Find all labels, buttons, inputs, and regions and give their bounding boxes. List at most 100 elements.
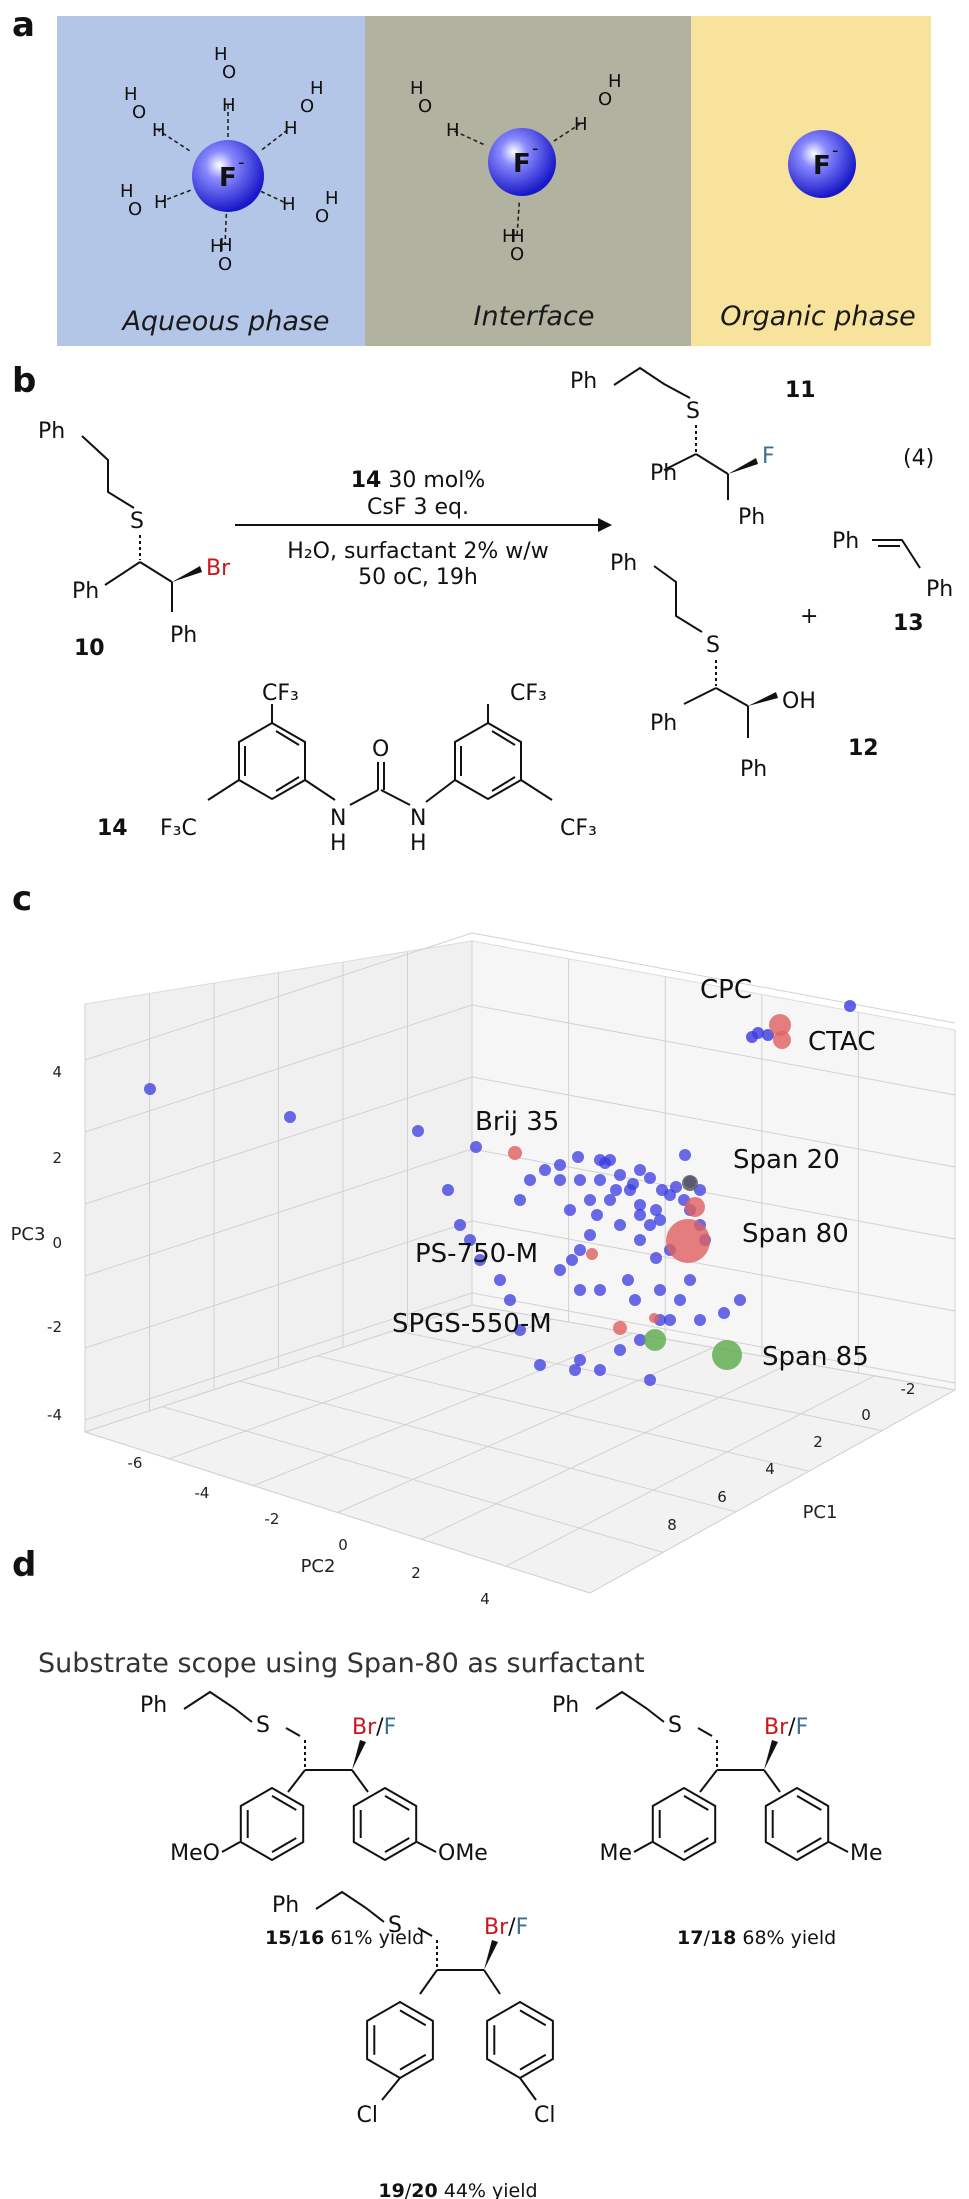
svg-text:F: F <box>813 151 831 181</box>
y-tick-label: 2 <box>813 1433 823 1451</box>
condition-temperature: 50 oC, 19h <box>358 565 478 590</box>
water-hydrogen: H <box>502 226 516 247</box>
screened-surfactant-point <box>604 1194 616 1206</box>
screened-surfactant-point <box>574 1174 586 1186</box>
screened-surfactant-point <box>654 1214 666 1226</box>
point-label: Span 85 <box>762 1342 869 1372</box>
svg-text:Ph: Ph <box>832 529 859 554</box>
svg-text:Cl: Cl <box>534 2103 555 2128</box>
screened-surfactant-point <box>670 1181 682 1193</box>
screened-surfactant-point <box>684 1274 696 1286</box>
screened-surfactant-point <box>454 1219 466 1231</box>
svg-text:Br/F: Br/F <box>764 1715 808 1740</box>
svg-text:S: S <box>686 399 700 424</box>
screened-surfactant-point <box>470 1141 482 1153</box>
x-tick-label: 4 <box>480 1590 490 1608</box>
labeled-point-cpc <box>769 1014 791 1036</box>
hydrogen-bond <box>157 129 190 152</box>
svg-text:Me: Me <box>599 1841 632 1866</box>
product-11: Ph S Ph F Ph 11 <box>570 366 816 530</box>
axis-label-y: PC1 <box>803 1502 838 1523</box>
svg-text:S: S <box>256 1713 270 1738</box>
panel-a-letter: a <box>12 5 35 45</box>
screened-surfactant-point <box>610 1184 622 1196</box>
svg-text:Br/F: Br/F <box>352 1715 396 1740</box>
reactant-10: Ph S Ph Br Ph 10 <box>38 419 231 661</box>
svg-text:S: S <box>706 633 720 658</box>
svg-text:H: H <box>330 831 347 856</box>
point-label: PS-750-M <box>415 1239 538 1269</box>
svg-text:14: 14 <box>97 816 128 841</box>
water-hydrogen: H <box>214 44 228 65</box>
screened-surfactant-point <box>629 1294 641 1306</box>
svg-text:OH: OH <box>782 689 816 714</box>
svg-text:S: S <box>388 1913 402 1938</box>
water-hydrogen: H <box>219 235 233 256</box>
screened-surfactant-point <box>614 1169 626 1181</box>
condition-catalyst: 14 30 mol% <box>351 468 486 493</box>
screened-surfactant-point <box>614 1344 626 1356</box>
svg-text:Me: Me <box>850 1841 883 1866</box>
water-hydrogen: H <box>124 84 138 105</box>
y-tick-label: 6 <box>717 1488 727 1506</box>
water-hydrogen: H <box>325 188 339 209</box>
z-tick-label: -2 <box>47 1318 62 1336</box>
panel-d-letter: d <box>12 1545 36 1585</box>
y-tick-label: -2 <box>901 1380 916 1398</box>
x-tick-label: 2 <box>411 1564 421 1582</box>
screened-surfactant-point <box>650 1204 662 1216</box>
substrate-yield: 19/20 44% yield <box>378 2180 537 2199</box>
screened-surfactant-point <box>752 1027 764 1039</box>
svg-text:Ph: Ph <box>272 1893 299 1918</box>
x-tick-label: -6 <box>128 1454 143 1472</box>
screened-surfactant-point <box>412 1125 424 1137</box>
screened-surfactant-point <box>614 1219 626 1231</box>
svg-text:Ph: Ph <box>170 623 197 648</box>
panel-b-letter: b <box>12 361 36 401</box>
screened-surfactant-point <box>718 1307 730 1319</box>
screened-surfactant-point <box>634 1334 646 1346</box>
water-oxygen: O <box>315 206 329 227</box>
water-hydrogen: H <box>511 226 525 247</box>
svg-text:N: N <box>330 806 346 831</box>
screened-surfactant-point <box>464 1234 476 1246</box>
z-tick-label: 4 <box>52 1063 62 1081</box>
equation-number: (4) <box>903 446 934 471</box>
water-hydrogen: H <box>154 192 168 213</box>
screened-surfactant-point <box>572 1151 584 1163</box>
svg-text:Ph: Ph <box>738 505 765 530</box>
screened-surfactant-point <box>679 1149 691 1161</box>
axis-label-z: PC3 <box>11 1224 46 1245</box>
screened-surfactant-point <box>574 1284 586 1296</box>
screened-surfactant-point <box>514 1324 526 1336</box>
aqueous-phase-label: Aqueous phase <box>120 306 329 337</box>
water-hydrogen: H <box>608 71 622 92</box>
screened-surfactant-point <box>524 1174 536 1186</box>
svg-text:-: - <box>238 152 245 173</box>
screened-surfactant-point <box>844 1000 856 1012</box>
fluoride-ion-aqueous: F - <box>192 140 264 212</box>
screened-surfactant-point <box>634 1209 646 1221</box>
water-oxygen: O <box>300 96 314 117</box>
screened-surfactant-point <box>644 1374 656 1386</box>
screened-surfactant-point <box>554 1174 566 1186</box>
svg-text:Br/F: Br/F <box>484 1915 528 1940</box>
pca-3d-scatter-plot: -4 -2 0 2 4 -6 -4 -2 0 2 4 -2 0 2 4 6 8 PC2 PC1 PC3 CPC CTAC… <box>11 932 957 1608</box>
svg-text:F: F <box>219 163 237 193</box>
screened-surfactant-point <box>514 1194 526 1206</box>
screened-surfactant-point <box>644 1172 656 1184</box>
labeled-point-ps-750-m <box>586 1248 598 1260</box>
point-label: CTAC <box>808 1027 876 1057</box>
reaction-arrow <box>235 518 612 532</box>
water-hydrogen: H <box>282 194 296 215</box>
screened-surfactant-point <box>144 1083 156 1095</box>
point-label: Span 80 <box>742 1219 849 1249</box>
screened-surfactant-point <box>634 1199 646 1211</box>
substrate-17-18: Ph S Br/F Me Me 17/18 68% yield <box>552 1690 883 1949</box>
svg-text:Ph: Ph <box>740 757 767 782</box>
tested-surfactant-point <box>644 1329 666 1351</box>
fluoride-ion-interface: F - <box>488 128 556 196</box>
svg-text:Ph: Ph <box>926 577 953 602</box>
screened-surfactant-point <box>734 1294 746 1306</box>
